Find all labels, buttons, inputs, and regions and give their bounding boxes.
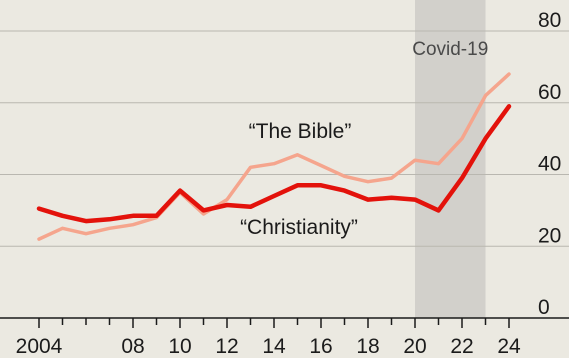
y-tick-label: 80 <box>538 9 561 32</box>
x-tick-label: 20 <box>403 335 426 358</box>
x-tick-label: 16 <box>309 335 332 358</box>
covid-label: Covid-19 <box>412 39 488 60</box>
gridlines <box>0 30 569 247</box>
series-label-bible: “The Bible” <box>249 120 352 143</box>
series-line-christianity <box>36 104 512 224</box>
y-tick-label: 40 <box>538 153 561 176</box>
series-label-christianity: “Christianity” <box>240 216 358 239</box>
x-axis: 2004 08 10 12 14 16 18 20 22 24 <box>0 317 569 358</box>
y-tick-labels: 0 20 40 60 80 <box>538 9 561 319</box>
x-tick-label: 22 <box>450 335 473 358</box>
series-layer <box>36 72 512 241</box>
series-line-bible <box>37 72 511 241</box>
y-tick-label: 0 <box>538 296 550 319</box>
y-tick-label: 60 <box>538 81 561 104</box>
x-tick-label: 12 <box>215 335 238 358</box>
x-tick-label: 18 <box>356 335 379 358</box>
x-tick-label: 2004 <box>16 335 63 358</box>
x-tick-label: 10 <box>168 335 191 358</box>
x-tick-label: 24 <box>497 335 521 358</box>
y-tick-label: 20 <box>538 224 561 247</box>
x-tick-label: 14 <box>262 335 286 358</box>
x-tick-label: 08 <box>121 335 144 358</box>
